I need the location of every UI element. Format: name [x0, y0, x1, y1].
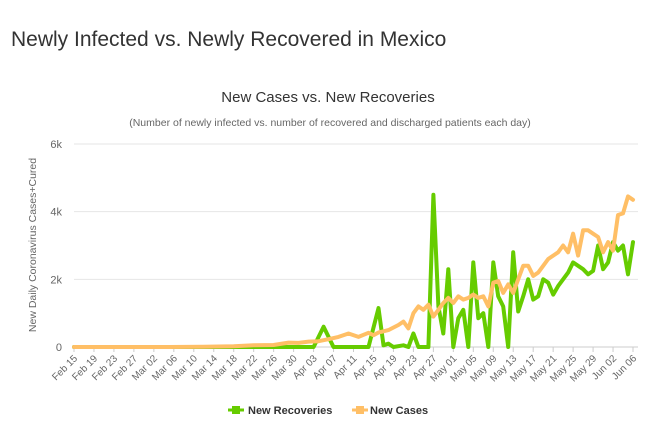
y-tick-label: 0 [56, 342, 62, 354]
page-heading: Newly Infected vs. Newly Recovered in Me… [11, 28, 447, 51]
y-tick-layer: 0 2k 4k 6k [50, 139, 62, 354]
series-layer [72, 192, 635, 349]
legend-label-recoveries: New Recoveries [248, 405, 332, 417]
series-line-new-cases [72, 194, 635, 349]
chart-title: New Cases vs. New Recoveries [221, 89, 434, 106]
legend-item-recoveries[interactable]: New Recoveries [228, 405, 332, 417]
legend-label-cases: New Cases [370, 405, 428, 417]
series-line-new-recoveries [72, 192, 635, 349]
chart-subtitle: (Number of newly infected vs. number of … [129, 117, 531, 129]
y-axis-label: New Daily Coronavirus Cases+Cured [27, 158, 39, 332]
y-tick-label: 2k [50, 274, 62, 286]
legend: New Recoveries New Cases [228, 405, 428, 417]
grid-layer [74, 143, 638, 348]
y-tick-label: 4k [50, 207, 62, 219]
legend-item-cases[interactable]: New Cases [352, 405, 428, 417]
y-tick-label: 6k [50, 139, 62, 151]
